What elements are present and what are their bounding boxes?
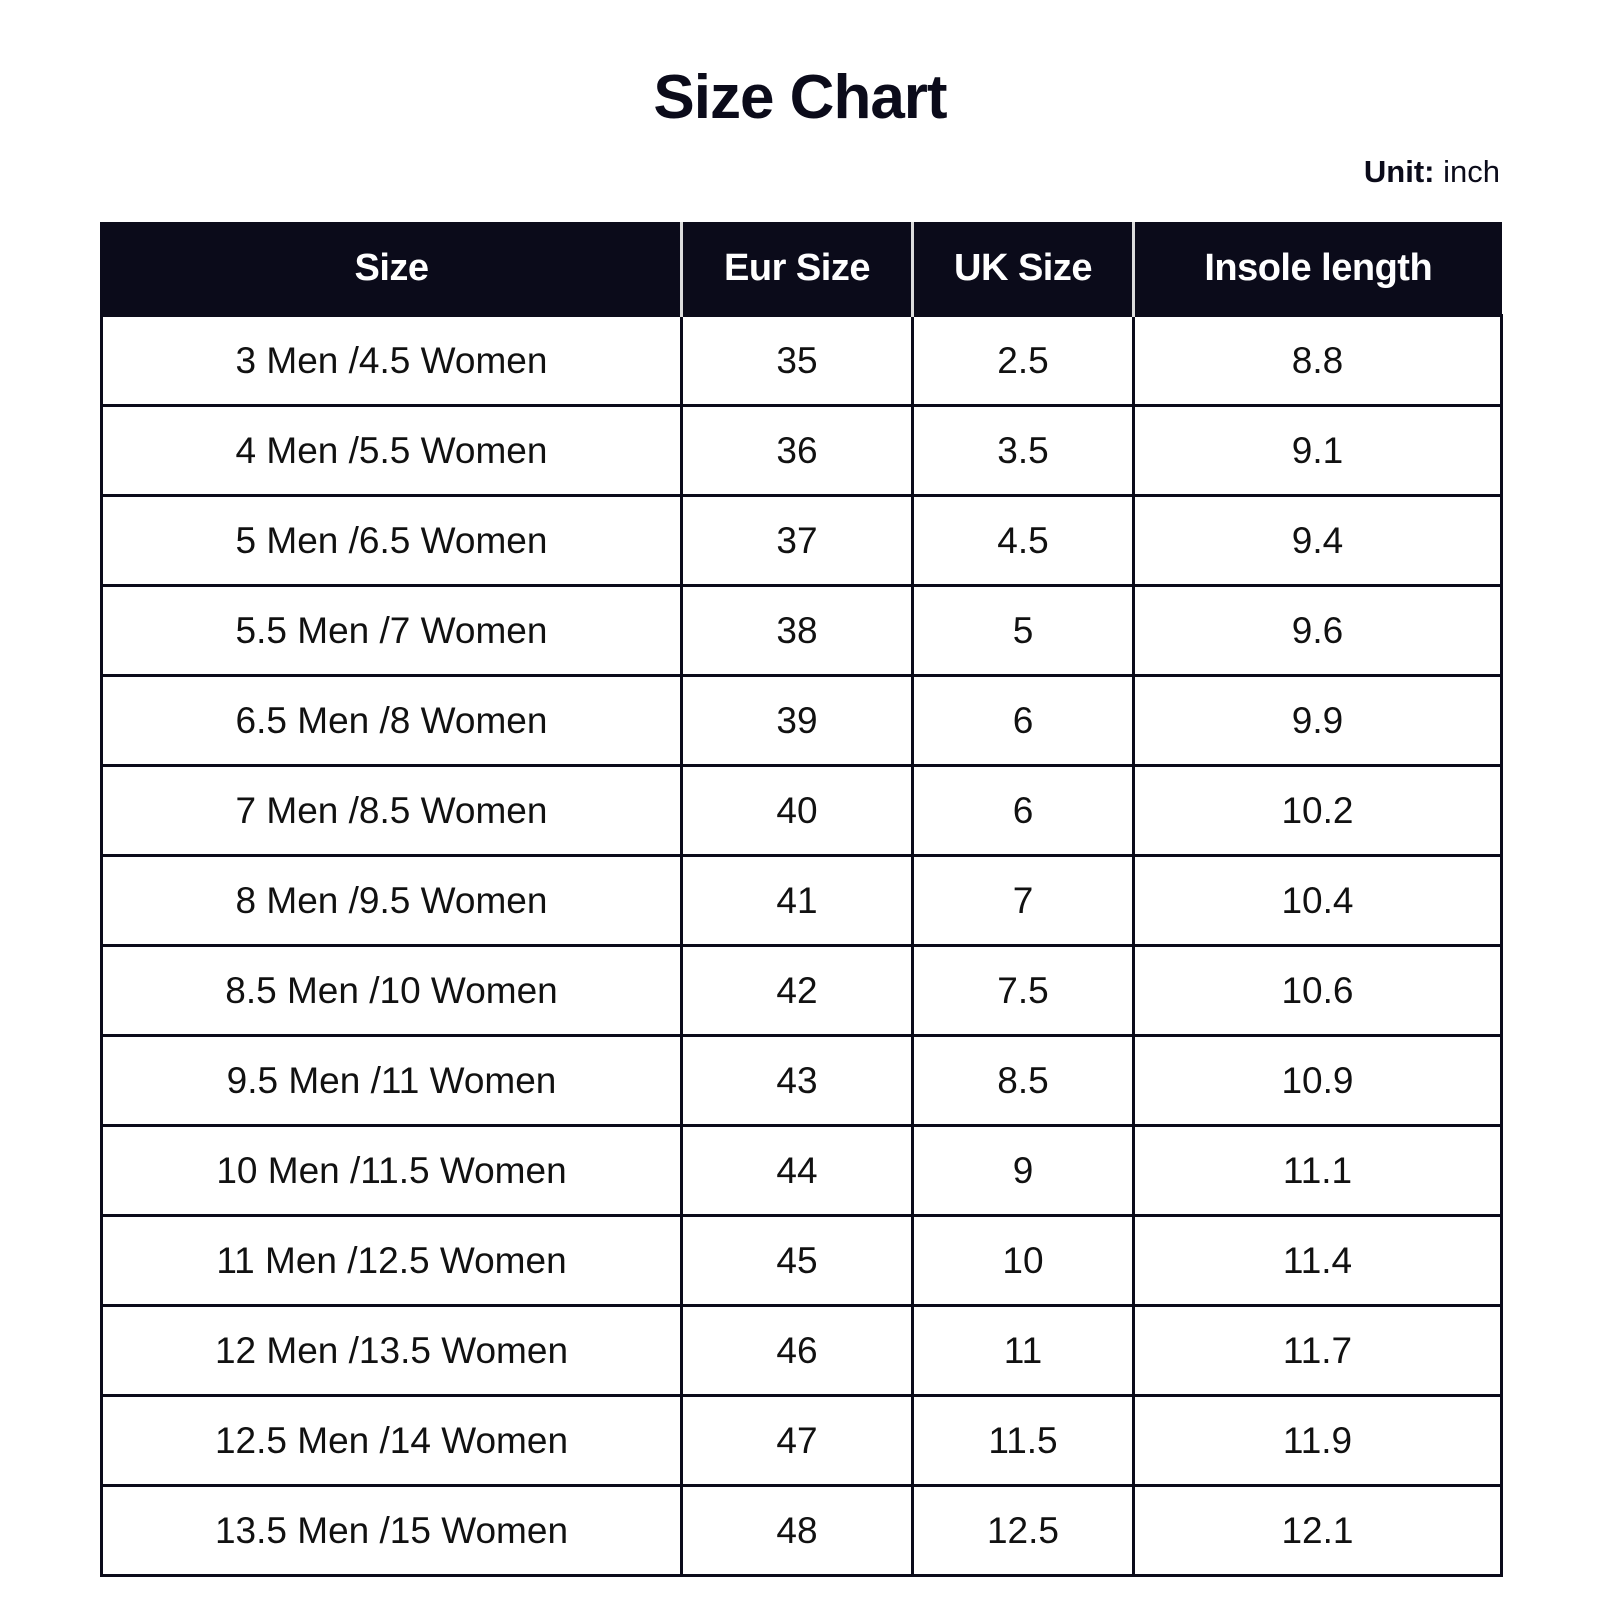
cell-eur-size: 43 (680, 1034, 914, 1127)
unit-note: Unit: inch (1364, 154, 1500, 190)
table-row: 5 Men /6.5 Women 37 4.5 9.4 (100, 494, 1503, 587)
table-row: 10 Men /11.5 Women 44 9 11.1 (100, 1124, 1503, 1217)
cell-insole-length: 11.9 (1132, 1394, 1503, 1487)
cell-uk-size: 11 (911, 1304, 1135, 1397)
cell-insole-length: 11.4 (1132, 1214, 1503, 1307)
table-row: 5.5 Men /7 Women 38 5 9.6 (100, 584, 1503, 677)
table-row: 12.5 Men /14 Women 47 11.5 11.9 (100, 1394, 1503, 1487)
cell-size: 5.5 Men /7 Women (100, 584, 683, 677)
cell-eur-size: 46 (680, 1304, 914, 1397)
cell-insole-length: 10.6 (1132, 944, 1503, 1037)
page-title: Size Chart (653, 63, 947, 132)
cell-eur-size: 44 (680, 1124, 914, 1217)
cell-size: 8 Men /9.5 Women (100, 854, 683, 947)
cell-uk-size: 7.5 (911, 944, 1135, 1037)
cell-insole-length: 9.1 (1132, 404, 1503, 497)
cell-uk-size: 12.5 (911, 1484, 1135, 1577)
cell-eur-size: 41 (680, 854, 914, 947)
cell-size: 12.5 Men /14 Women (100, 1394, 683, 1487)
header-size: Size (100, 222, 682, 316)
cell-eur-size: 36 (680, 404, 914, 497)
cell-insole-length: 9.9 (1132, 674, 1503, 767)
table-row: 11 Men /12.5 Women 45 10 11.4 (100, 1214, 1503, 1307)
header-eur-size: Eur Size (680, 222, 913, 316)
cell-uk-size: 8.5 (911, 1034, 1135, 1127)
cell-eur-size: 35 (680, 314, 914, 407)
table-row: 8.5 Men /10 Women 42 7.5 10.6 (100, 944, 1503, 1037)
cell-uk-size: 6 (911, 764, 1135, 857)
cell-insole-length: 11.7 (1132, 1304, 1503, 1397)
size-chart-table: Size Eur Size UK Size Insole length 3 Me… (100, 222, 1503, 1577)
header-insole-length: Insole length (1132, 222, 1502, 316)
cell-size: 13.5 Men /15 Women (100, 1484, 683, 1577)
cell-size: 8.5 Men /10 Women (100, 944, 683, 1037)
cell-uk-size: 2.5 (911, 314, 1135, 407)
table-row: 12 Men /13.5 Women 46 11 11.7 (100, 1304, 1503, 1397)
cell-eur-size: 42 (680, 944, 914, 1037)
cell-size: 9.5 Men /11 Women (100, 1034, 683, 1127)
cell-size: 5 Men /6.5 Women (100, 494, 683, 587)
cell-uk-size: 7 (911, 854, 1135, 947)
cell-eur-size: 45 (680, 1214, 914, 1307)
table-header-row: Size Eur Size UK Size Insole length (100, 222, 1502, 316)
table-row: 6.5 Men /8 Women 39 6 9.9 (100, 674, 1503, 767)
cell-size: 3 Men /4.5 Women (100, 314, 683, 407)
cell-size: 10 Men /11.5 Women (100, 1124, 683, 1217)
cell-size: 11 Men /12.5 Women (100, 1214, 683, 1307)
cell-insole-length: 11.1 (1132, 1124, 1503, 1217)
cell-insole-length: 10.9 (1132, 1034, 1503, 1127)
cell-uk-size: 6 (911, 674, 1135, 767)
cell-eur-size: 37 (680, 494, 914, 587)
unit-value: inch (1443, 154, 1500, 189)
cell-insole-length: 8.8 (1132, 314, 1503, 407)
cell-eur-size: 47 (680, 1394, 914, 1487)
cell-size: 4 Men /5.5 Women (100, 404, 683, 497)
table-row: 9.5 Men /11 Women 43 8.5 10.9 (100, 1034, 1503, 1127)
table-row: 8 Men /9.5 Women 41 7 10.4 (100, 854, 1503, 947)
cell-insole-length: 9.6 (1132, 584, 1503, 677)
cell-eur-size: 48 (680, 1484, 914, 1577)
table-row: 4 Men /5.5 Women 36 3.5 9.1 (100, 404, 1503, 497)
table-row: 13.5 Men /15 Women 48 12.5 12.1 (100, 1484, 1503, 1577)
cell-uk-size: 10 (911, 1214, 1135, 1307)
cell-uk-size: 3.5 (911, 404, 1135, 497)
table-row: 7 Men /8.5 Women 40 6 10.2 (100, 764, 1503, 857)
header-uk-size: UK Size (911, 222, 1134, 316)
cell-size: 12 Men /13.5 Women (100, 1304, 683, 1397)
table-row: 3 Men /4.5 Women 35 2.5 8.8 (100, 314, 1503, 407)
cell-insole-length: 9.4 (1132, 494, 1503, 587)
cell-insole-length: 10.4 (1132, 854, 1503, 947)
cell-eur-size: 40 (680, 764, 914, 857)
cell-uk-size: 9 (911, 1124, 1135, 1217)
cell-size: 6.5 Men /8 Women (100, 674, 683, 767)
cell-uk-size: 11.5 (911, 1394, 1135, 1487)
cell-insole-length: 12.1 (1132, 1484, 1503, 1577)
unit-label: Unit: (1363, 154, 1435, 189)
cell-eur-size: 39 (680, 674, 914, 767)
cell-uk-size: 5 (911, 584, 1135, 677)
cell-uk-size: 4.5 (911, 494, 1135, 587)
cell-size: 7 Men /8.5 Women (100, 764, 683, 857)
cell-eur-size: 38 (680, 584, 914, 677)
cell-insole-length: 10.2 (1132, 764, 1503, 857)
